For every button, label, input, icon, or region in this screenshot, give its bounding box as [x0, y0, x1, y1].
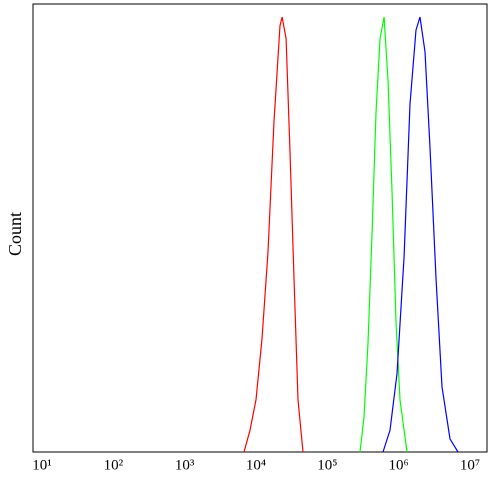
- x-tick-label: 10³: [175, 457, 195, 473]
- histogram-line: [243, 16, 304, 453]
- x-tick-label: 10⁷: [460, 457, 480, 473]
- x-tick-label: 10⁵: [317, 457, 337, 473]
- x-tick-label: 10⁴: [246, 457, 266, 473]
- plot-frame: [32, 3, 488, 453]
- x-tick-label: 10⁶: [389, 457, 409, 473]
- x-tick-label: 10¹: [32, 457, 52, 473]
- y-axis-label: Count: [5, 212, 25, 256]
- x-tick-label: 10²: [104, 457, 124, 473]
- histogram-line: [359, 16, 408, 453]
- histogram-line: [382, 16, 459, 453]
